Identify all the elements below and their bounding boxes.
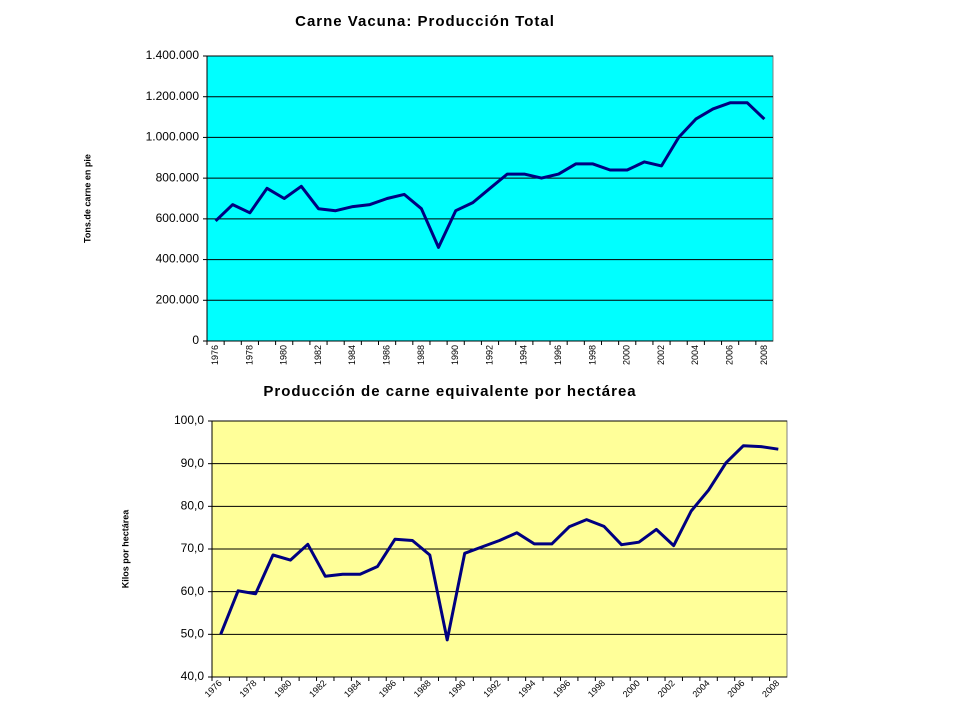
x-tick-label: 1976 bbox=[203, 678, 224, 699]
x-tick-label: 1996 bbox=[553, 345, 563, 365]
x-tick-label: 1992 bbox=[481, 678, 502, 699]
x-tick-label: 2008 bbox=[759, 345, 769, 365]
y-tick-label: 600.000 bbox=[156, 211, 200, 225]
x-tick-label: 1994 bbox=[519, 345, 529, 365]
x-tick-label: 1988 bbox=[412, 678, 433, 699]
x-tick-label: 1986 bbox=[381, 345, 391, 365]
y-tick-label: 50,0 bbox=[181, 627, 205, 641]
x-tick-label: 2000 bbox=[621, 678, 642, 699]
y-tick-label: 1.000.000 bbox=[146, 130, 200, 144]
x-tick-label: 1982 bbox=[307, 678, 328, 699]
x-tick-label: 2002 bbox=[656, 345, 666, 365]
y-tick-label: 60,0 bbox=[181, 584, 205, 598]
y-tick-label: 1.200.000 bbox=[146, 89, 200, 103]
x-tick-label: 1984 bbox=[347, 345, 357, 365]
x-tick-label: 1976 bbox=[210, 345, 220, 365]
y-tick-label: 400.000 bbox=[156, 252, 200, 266]
y-tick-label: 100,0 bbox=[174, 413, 204, 427]
data-line bbox=[214, 101, 766, 249]
data-line bbox=[219, 444, 779, 642]
x-tick-label: 2006 bbox=[724, 345, 734, 365]
y-tick-label: 1.400.000 bbox=[146, 48, 200, 62]
x-tick-label: 1978 bbox=[237, 678, 258, 699]
y-tick-label: 200.000 bbox=[156, 292, 200, 306]
x-tick-label: 2004 bbox=[690, 678, 711, 699]
y-tick-label: 0 bbox=[192, 333, 199, 347]
chart-title: Producción de carne equivalente por hect… bbox=[263, 383, 636, 400]
plot-area bbox=[206, 55, 774, 342]
x-tick-label: 1986 bbox=[377, 678, 398, 699]
x-tick-label: 2008 bbox=[760, 678, 781, 699]
x-tick-label: 1992 bbox=[484, 345, 494, 365]
y-tick-label: 40,0 bbox=[181, 669, 205, 683]
x-tick-label: 1984 bbox=[342, 678, 363, 699]
x-tick-label: 1982 bbox=[313, 345, 323, 365]
x-tick-label: 1998 bbox=[586, 678, 607, 699]
x-tick-label: 2006 bbox=[725, 678, 746, 699]
x-tick-label: 1980 bbox=[272, 678, 293, 699]
y-tick-label: 80,0 bbox=[181, 499, 205, 513]
x-tick-label: 1978 bbox=[244, 345, 254, 365]
x-tick-label: 1988 bbox=[416, 345, 426, 365]
x-tick-label: 1994 bbox=[516, 678, 537, 699]
x-tick-label: 1990 bbox=[447, 678, 468, 699]
x-tick-label: 2000 bbox=[622, 345, 632, 365]
x-tick-label: 1990 bbox=[450, 345, 460, 365]
chart-title: Carne Vacuna: Producción Total bbox=[295, 13, 555, 30]
y-tick-label: 90,0 bbox=[181, 456, 205, 470]
x-tick-label: 2004 bbox=[690, 345, 700, 365]
x-tick-label: 1998 bbox=[587, 345, 597, 365]
x-tick-label: 1980 bbox=[279, 345, 289, 365]
y-tick-label: 70,0 bbox=[181, 541, 205, 555]
y-axis-label: Kilos por hectárea bbox=[120, 509, 130, 589]
y-tick-label: 800.000 bbox=[156, 170, 200, 184]
x-tick-label: 1996 bbox=[551, 678, 572, 699]
x-tick-label: 2002 bbox=[656, 678, 677, 699]
y-axis-label: Tons.de carne en pie bbox=[82, 154, 92, 243]
